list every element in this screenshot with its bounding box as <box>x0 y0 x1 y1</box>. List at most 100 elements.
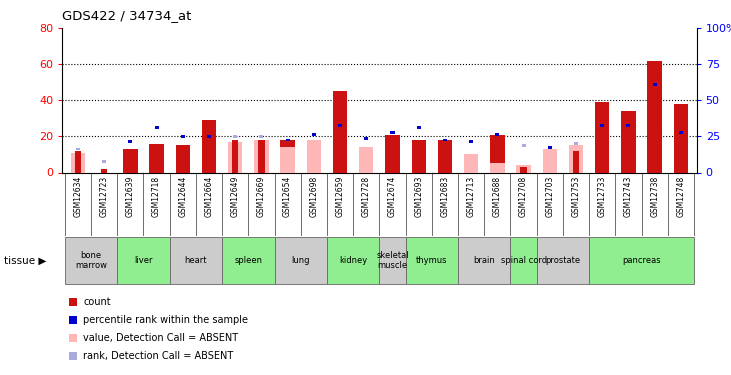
Text: GSM12708: GSM12708 <box>519 176 528 217</box>
Text: tissue ▶: tissue ▶ <box>4 256 46 266</box>
Bar <box>101 169 107 172</box>
Bar <box>232 140 238 172</box>
Text: GSM12664: GSM12664 <box>205 176 213 217</box>
Bar <box>258 140 265 172</box>
Text: GSM12683: GSM12683 <box>441 176 450 217</box>
Text: GSM12733: GSM12733 <box>598 176 607 217</box>
Bar <box>510 237 537 284</box>
Text: GSM12644: GSM12644 <box>178 176 187 217</box>
Bar <box>417 126 421 129</box>
Bar <box>626 124 631 127</box>
Text: GSM12654: GSM12654 <box>283 176 292 217</box>
Bar <box>128 140 132 143</box>
Bar <box>385 135 400 172</box>
Bar <box>390 131 395 134</box>
Text: GDS422 / 34734_at: GDS422 / 34734_at <box>62 9 192 22</box>
Bar <box>149 144 164 172</box>
Bar <box>286 139 289 141</box>
Bar <box>306 140 321 172</box>
Text: percentile rank within the sample: percentile rank within the sample <box>83 315 249 325</box>
Text: GSM12723: GSM12723 <box>99 176 109 217</box>
Bar <box>464 156 478 172</box>
Bar <box>522 144 526 147</box>
Text: rank, Detection Call = ABSENT: rank, Detection Call = ABSENT <box>83 351 234 361</box>
Text: skeletal
muscle: skeletal muscle <box>376 251 409 270</box>
Bar <box>653 82 656 86</box>
Bar <box>281 140 295 172</box>
Bar <box>76 148 80 150</box>
Text: GSM12718: GSM12718 <box>152 176 161 217</box>
Text: GSM12639: GSM12639 <box>126 176 135 217</box>
Bar <box>464 154 478 172</box>
Bar <box>491 135 504 172</box>
Text: GSM12743: GSM12743 <box>624 176 633 217</box>
Bar <box>338 124 342 127</box>
Bar <box>496 133 499 136</box>
Text: brain: brain <box>474 256 495 265</box>
Text: GSM12753: GSM12753 <box>572 176 580 217</box>
Text: lung: lung <box>292 256 310 265</box>
Bar <box>254 140 268 172</box>
Bar <box>154 126 159 129</box>
Bar <box>75 151 81 172</box>
Bar <box>491 164 504 172</box>
Bar <box>438 140 452 172</box>
Bar <box>443 139 447 141</box>
Bar <box>412 140 426 172</box>
Bar <box>123 149 137 172</box>
Bar <box>275 237 327 284</box>
Bar <box>621 111 636 172</box>
Bar <box>574 142 578 145</box>
Text: GSM12713: GSM12713 <box>466 176 476 217</box>
Bar <box>406 237 458 284</box>
Text: value, Detection Call = ABSENT: value, Detection Call = ABSENT <box>83 333 238 343</box>
Bar <box>175 146 190 172</box>
Text: GSM12748: GSM12748 <box>676 176 686 217</box>
Text: GSM12649: GSM12649 <box>231 176 240 217</box>
Bar <box>458 237 510 284</box>
Text: spleen: spleen <box>235 256 262 265</box>
Bar <box>207 135 211 138</box>
Bar <box>548 146 552 148</box>
Bar <box>516 165 531 172</box>
Bar <box>600 124 605 127</box>
Text: kidney: kidney <box>339 256 367 265</box>
Text: GSM12659: GSM12659 <box>336 176 344 217</box>
Text: GSM12698: GSM12698 <box>309 176 318 217</box>
Bar <box>181 135 185 138</box>
Bar <box>520 167 527 172</box>
Bar <box>359 147 374 172</box>
Bar <box>333 91 347 172</box>
Bar <box>542 149 557 172</box>
Bar <box>233 135 237 138</box>
Bar <box>260 135 263 138</box>
Text: GSM12738: GSM12738 <box>650 176 659 217</box>
Bar <box>589 237 694 284</box>
Text: thymus: thymus <box>416 256 447 265</box>
Bar <box>202 120 216 172</box>
Bar <box>679 131 683 134</box>
Bar <box>537 237 589 284</box>
Text: prostate: prostate <box>545 256 580 265</box>
Text: count: count <box>83 297 111 307</box>
Bar <box>573 151 579 172</box>
Bar <box>648 61 662 172</box>
Bar <box>595 102 610 172</box>
Bar <box>674 104 688 172</box>
Text: liver: liver <box>135 256 153 265</box>
Bar <box>469 140 473 143</box>
Text: GSM12688: GSM12688 <box>493 176 502 217</box>
Text: heart: heart <box>185 256 207 265</box>
Bar <box>542 154 557 172</box>
Bar <box>364 137 368 140</box>
Text: pancreas: pancreas <box>622 256 661 265</box>
Bar <box>306 140 321 172</box>
Bar <box>379 237 406 284</box>
Bar <box>327 237 379 284</box>
Text: bone
marrow: bone marrow <box>75 251 107 270</box>
Bar <box>65 237 117 284</box>
Text: GSM12728: GSM12728 <box>362 176 371 217</box>
Bar <box>228 142 243 172</box>
Bar <box>281 147 295 172</box>
Bar <box>117 237 170 284</box>
